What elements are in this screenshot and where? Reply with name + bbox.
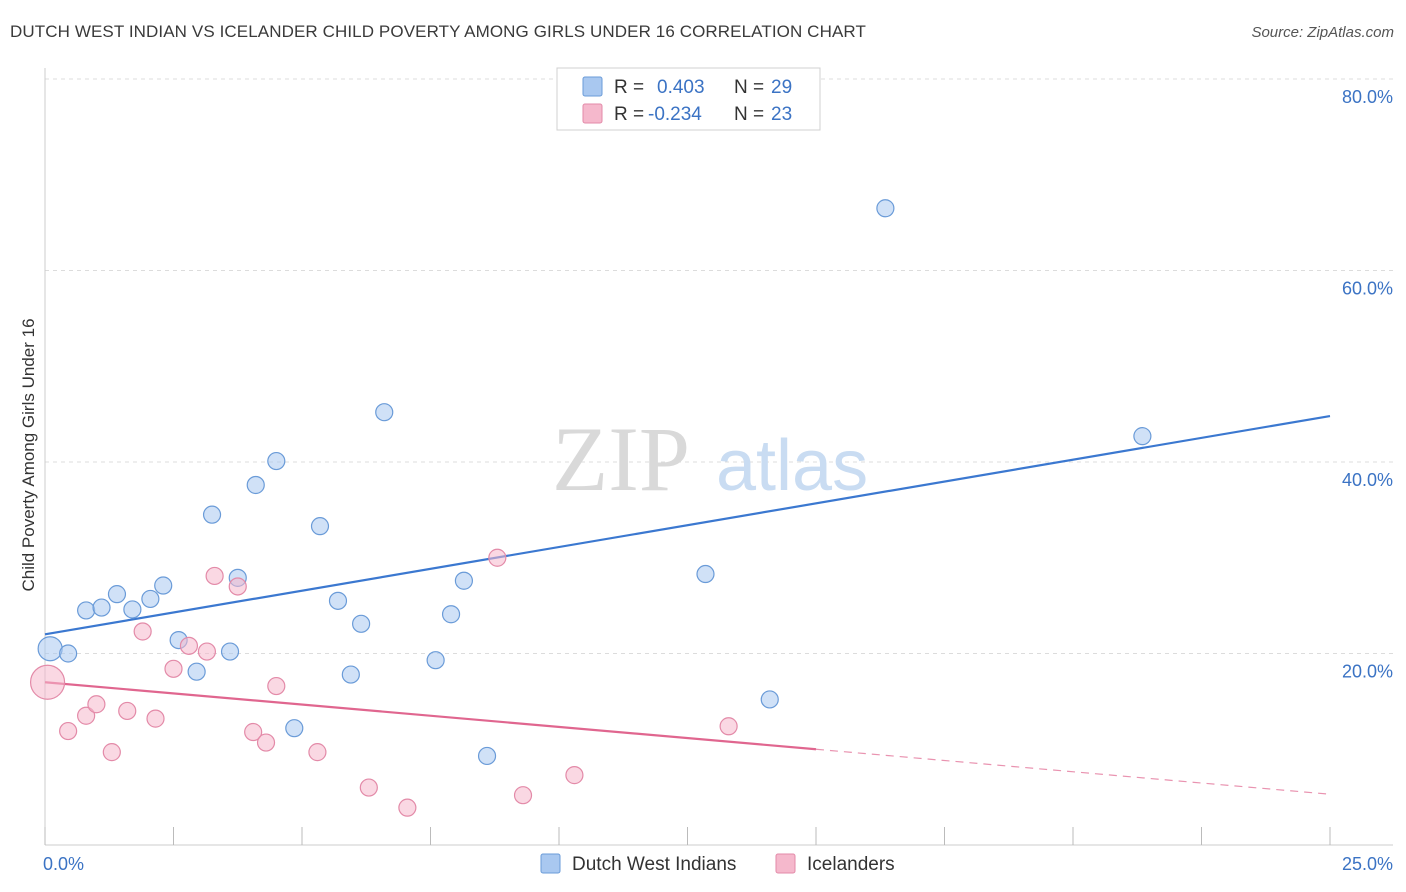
legend-r-value-1: 0.403 [657,77,705,98]
watermark-zip: ZIP [552,408,690,510]
point-dutch-west-indians-15 [285,719,304,738]
point-dutch-west-indians-7 [154,576,173,595]
series-legend-swatch-blue [540,853,561,874]
y-tick-label-3: 20.0% [1342,662,1393,682]
point-dutch-west-indians-1 [59,644,78,663]
trend-lines [44,414,1331,795]
point-icelanders-10 [197,642,217,661]
x-tick-label-0: 0.0% [43,854,84,874]
point-icelanders-7 [146,709,165,728]
point-dutch-west-indians-4 [107,585,127,604]
data-points [29,199,1152,817]
point-icelanders-12 [228,577,247,596]
point-icelanders-15 [267,676,286,696]
point-icelanders-19 [488,548,507,567]
correlation-legend: R = 0.403 N = 29 R = -0.234 N = 23 [556,67,821,131]
point-dutch-west-indians-16 [310,517,330,536]
point-dutch-west-indians-21 [426,651,445,670]
point-icelanders-16 [308,743,327,762]
legend-r-label-1: R = [614,77,644,98]
point-dutch-west-indians-3 [92,598,111,617]
legend-swatch-pink [582,103,603,124]
point-icelanders-18 [398,798,417,817]
legend-r-label-2: R = [614,104,644,125]
legend-n-label-2: N = [734,104,764,125]
point-dutch-west-indians-26 [760,690,779,709]
point-dutch-west-indians-2 [77,601,96,620]
point-icelanders-13 [244,722,263,742]
y-tick-label-2: 40.0% [1342,470,1393,490]
watermark-atlas: atlas [716,426,868,506]
series-legend-label-blue: Dutch West Indians [572,854,736,875]
series-legend: Dutch West Indians Icelanders [540,853,895,875]
point-icelanders-21 [565,766,584,785]
point-icelanders-8 [164,659,183,678]
legend-n-label-1: N = [734,77,764,98]
grid-lines [45,78,1393,654]
y-axis-title: Child Poverty Among Girls Under 16 [19,318,38,591]
point-dutch-west-indians-13 [246,475,265,495]
axes [44,68,1393,846]
trend-line-1 [44,681,817,751]
point-icelanders-5 [118,701,137,721]
point-dutch-west-indians-28 [1133,427,1152,446]
trend-line-extension-1 [815,748,1331,795]
legend-swatch-blue [582,76,603,97]
legend-n-value-1: 29 [771,77,792,98]
point-dutch-west-indians-19 [352,614,371,633]
point-icelanders-1 [59,721,78,741]
point-icelanders-17 [359,778,378,797]
point-dutch-west-indians-27 [876,199,895,218]
point-icelanders-4 [102,743,121,762]
point-icelanders-3 [87,695,106,714]
watermark: ZIP atlas [552,408,868,510]
point-dutch-west-indians-24 [477,746,497,766]
point-dutch-west-indians-9 [187,662,206,681]
point-dutch-west-indians-22 [441,605,461,624]
y-tick-label-1: 60.0% [1342,279,1393,299]
point-dutch-west-indians-5 [123,600,142,619]
point-icelanders-20 [513,786,533,805]
point-dutch-west-indians-17 [328,591,348,610]
point-icelanders-9 [179,636,199,655]
y-tick-labels: 80.0% 60.0% 40.0% 20.0% [1342,87,1393,682]
x-tick-label-1: 25.0% [1342,854,1393,874]
point-icelanders-2 [77,706,96,725]
series-legend-swatch-pink [775,853,796,874]
point-icelanders-22 [719,717,738,736]
point-dutch-west-indians-20 [375,403,394,422]
point-dutch-west-indians-18 [341,665,360,684]
point-dutch-west-indians-10 [202,505,222,524]
x-tick-labels: 0.0% 25.0% [43,854,1393,874]
point-dutch-west-indians-0 [37,636,63,662]
point-dutch-west-indians-25 [696,564,715,584]
point-icelanders-6 [133,622,152,641]
legend-r-value-2: -0.234 [648,104,702,125]
y-tick-label-0: 80.0% [1342,87,1393,107]
point-icelanders-0 [29,664,66,700]
point-icelanders-14 [256,733,276,752]
point-dutch-west-indians-11 [220,642,240,661]
point-dutch-west-indians-6 [141,589,160,609]
point-dutch-west-indians-14 [267,451,286,471]
trend-line-0 [44,414,1331,636]
point-dutch-west-indians-23 [454,571,474,590]
point-icelanders-11 [205,566,224,586]
source-label: Source: ZipAtlas.com [1251,24,1394,41]
series-legend-label-pink: Icelanders [807,854,895,875]
chart-title: DUTCH WEST INDIAN VS ICELANDER CHILD POV… [10,22,866,41]
legend-n-value-2: 23 [771,104,792,125]
